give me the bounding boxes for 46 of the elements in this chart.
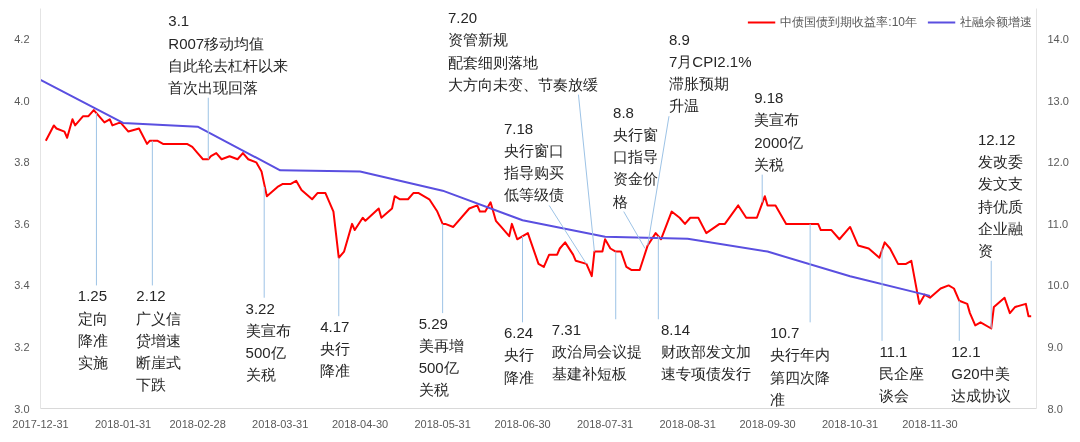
x-tick-label: 2018-08-31 bbox=[659, 417, 716, 430]
annotation: 7.18央行窗口指导购买低等级债 bbox=[502, 120, 564, 204]
annotation: 10.7央行年内第四次降准 bbox=[770, 324, 831, 408]
y2-tick-label: 12.0 bbox=[1047, 156, 1069, 169]
y-tick-label: 3.0 bbox=[14, 402, 30, 415]
annotation: 3.1R007移动均值自此轮去杠杆以来首次出现回落 bbox=[168, 12, 289, 96]
y-tick-label: 4.0 bbox=[14, 94, 30, 107]
annotation: 7.31政治局会议提基建补短板 bbox=[551, 321, 642, 383]
y-tick-label: 3.4 bbox=[14, 279, 30, 292]
annotation: 2.12广义信贷增速断崖式下跌 bbox=[136, 287, 182, 393]
annotation: 4.17央行降准 bbox=[320, 318, 351, 380]
x-tick-label: 2018-06-30 bbox=[494, 417, 551, 430]
y2-tick-label: 13.0 bbox=[1047, 94, 1069, 107]
x-tick-label: 2018-01-31 bbox=[94, 417, 152, 430]
annotation: 1.25定向降准实施 bbox=[77, 287, 108, 371]
annotation: 11.1民企座谈会 bbox=[879, 342, 925, 405]
x-tick-label: 2018-11-30 bbox=[902, 417, 958, 430]
x-tick-label: 2018-10-31 bbox=[821, 417, 879, 430]
x-tick-label: 2018-07-31 bbox=[576, 417, 634, 430]
y-tick-label: 3.6 bbox=[14, 217, 30, 230]
x-tick-label: 2017-12-31 bbox=[12, 417, 69, 430]
annotation: 8.97月CPI2.1%滞胀预期升温 bbox=[668, 30, 752, 115]
annotation: 5.29美再增500亿关税 bbox=[418, 315, 464, 399]
x-tick-label: 2018-04-30 bbox=[331, 417, 389, 430]
y2-tick-label: 14.0 bbox=[1047, 33, 1069, 46]
annotation: 12.12发改委发文支持优质企业融资 bbox=[977, 131, 1023, 259]
y-tick-label: 3.8 bbox=[14, 156, 30, 169]
annotation: 8.14财政部发文加速专项债发行 bbox=[661, 321, 751, 383]
annotation: 6.24央行降准 bbox=[503, 324, 534, 386]
y2-tick-label: 11.0 bbox=[1047, 217, 1069, 230]
x-tick-label: 2018-05-31 bbox=[414, 417, 471, 430]
y2-tick-label: 10.0 bbox=[1047, 279, 1069, 292]
y-tick-label: 4.2 bbox=[14, 33, 30, 46]
y2-tick-label: 9.0 bbox=[1047, 340, 1063, 353]
annotation: 12.1G20中美达成协议 bbox=[951, 342, 1012, 405]
y-tick-label: 3.2 bbox=[14, 340, 30, 353]
x-tick-label: 2018-09-30 bbox=[739, 417, 796, 430]
x-tick-label: 2018-02-28 bbox=[169, 417, 226, 430]
annotation: 9.18美宣布2000亿关税 bbox=[754, 89, 803, 173]
annotation: 3.22美宣布500亿关税 bbox=[245, 299, 291, 384]
y2-tick-label: 8.0 bbox=[1047, 402, 1063, 415]
legend-label: 中债国债到期收益率:10年 bbox=[780, 13, 917, 31]
annotation: 8.8央行窗口指导资金价格 bbox=[612, 104, 659, 210]
annotation: 7.20资管新规配套细则落地大方向未变、节奏放缓 bbox=[447, 9, 598, 93]
x-tick-label: 2018-03-31 bbox=[252, 417, 309, 430]
legend-label: 社融余额增速 bbox=[960, 13, 1032, 31]
